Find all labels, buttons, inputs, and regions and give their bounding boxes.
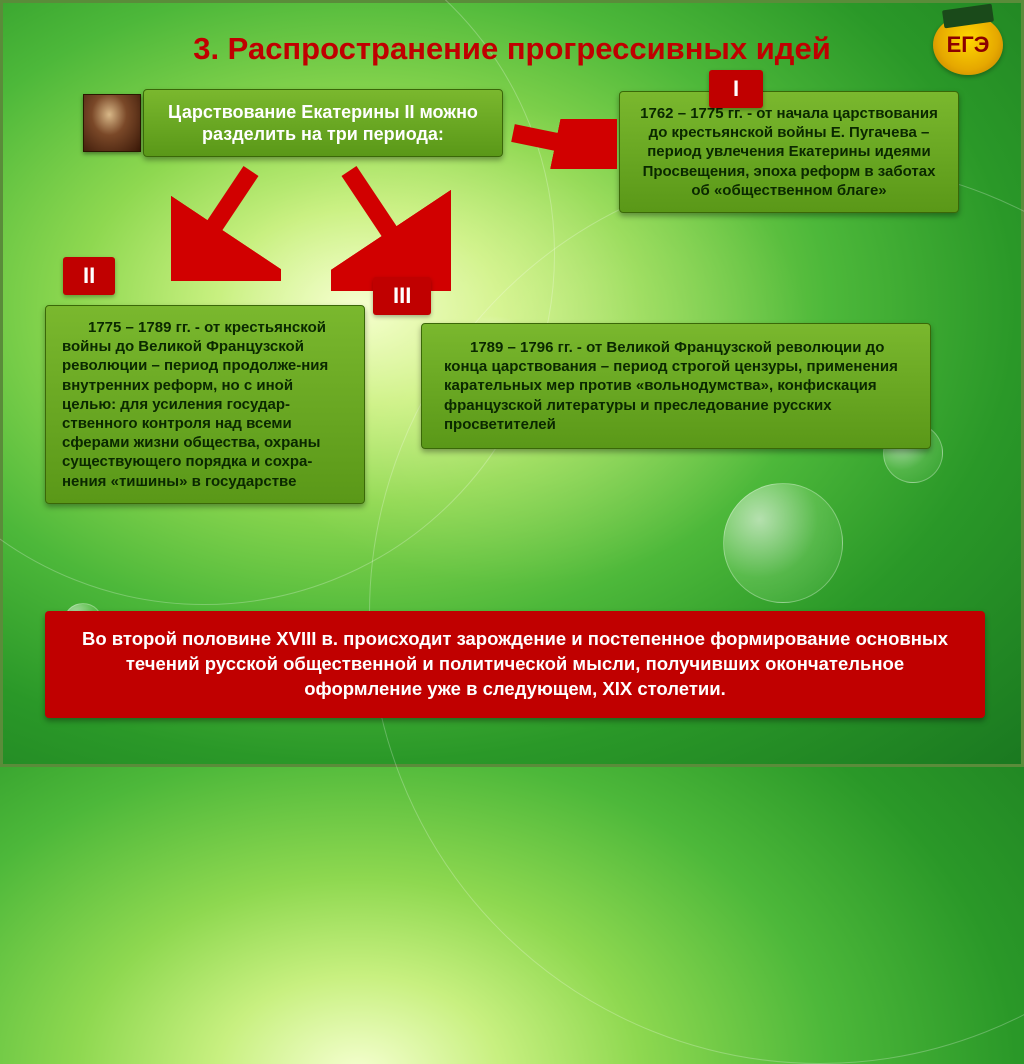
period-2-text: 1775 – 1789 гг. - от крестьянской войны … [62, 319, 328, 490]
badge-period-1: I [709, 70, 763, 108]
badge-period-3: III [373, 277, 431, 315]
conclusion-box: Во второй половине XVIII в. происходит з… [45, 611, 985, 718]
arrow-icon [331, 161, 451, 291]
period-1-text: 1762 – 1775 гг. - от начала царствования… [640, 105, 938, 199]
page-title: 3. Распространение прогрессивных идей [3, 31, 1021, 67]
arrow-icon [171, 161, 281, 281]
conclusion-text: Во второй половине XVIII в. происходит з… [82, 628, 948, 699]
bg-bubble [723, 483, 843, 603]
period-1-box: 1762 – 1775 гг. - от начала царствования… [619, 91, 959, 213]
arrow-icon [507, 119, 617, 169]
portrait-catherine-ii [83, 94, 141, 152]
period-3-text: 1789 – 1796 гг. - от Великой Французской… [444, 339, 898, 433]
period-3-box: 1789 – 1796 гг. - от Великой Французской… [421, 323, 931, 449]
intro-box: Царствование Екатерины II можно разделит… [143, 89, 503, 157]
intro-text: Царствование Екатерины II можно разделит… [158, 101, 488, 146]
badge-period-2: II [63, 257, 115, 295]
period-2-box: 1775 – 1789 гг. - от крестьянской войны … [45, 305, 365, 504]
